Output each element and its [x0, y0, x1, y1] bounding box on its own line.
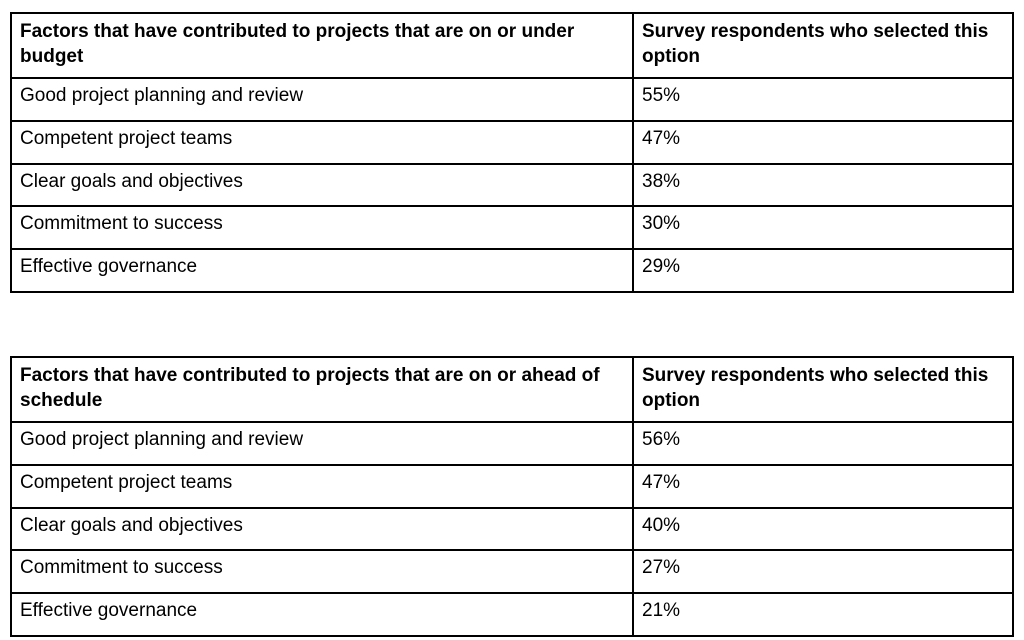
table-row: Commitment to success 30% [10, 205, 1014, 251]
value-cell: 21% [632, 592, 1014, 637]
factor-cell: Good project planning and review [10, 77, 634, 122]
factor-column-header: Factors that have contributed to project… [10, 355, 634, 424]
value-cell: 40% [632, 506, 1014, 552]
table-row: Effective governance 29% [10, 248, 1014, 293]
table-row: Clear goals and objectives 40% [10, 506, 1014, 552]
table-row: Competent project teams 47% [10, 463, 1014, 509]
factor-cell: Commitment to success [10, 549, 634, 595]
value-cell: 27% [632, 549, 1014, 595]
table-row: Clear goals and objectives 38% [10, 162, 1014, 208]
factor-cell: Effective governance [10, 592, 634, 637]
value-cell: 56% [632, 421, 1014, 466]
factor-cell: Competent project teams [10, 463, 634, 509]
value-column-header: Survey respondents who selected this opt… [632, 11, 1014, 80]
schedule-factors-table: Factors that have contributed to project… [10, 355, 1014, 637]
table-row: Competent project teams 47% [10, 119, 1014, 165]
factor-cell: Effective governance [10, 248, 634, 293]
table-header-row: Factors that have contributed to project… [10, 11, 1014, 80]
factor-cell: Commitment to success [10, 205, 634, 251]
value-cell: 38% [632, 162, 1014, 208]
table-row: Good project planning and review 55% [10, 77, 1014, 122]
factor-cell: Competent project teams [10, 119, 634, 165]
factor-cell: Clear goals and objectives [10, 162, 634, 208]
table-row: Commitment to success 27% [10, 549, 1014, 595]
table-row: Good project planning and review 56% [10, 421, 1014, 466]
value-column-header: Survey respondents who selected this opt… [632, 355, 1014, 424]
value-cell: 55% [632, 77, 1014, 122]
table-row: Effective governance 21% [10, 592, 1014, 637]
factor-cell: Good project planning and review [10, 421, 634, 466]
table-header-row: Factors that have contributed to project… [10, 355, 1014, 424]
budget-factors-table: Factors that have contributed to project… [10, 11, 1014, 293]
value-cell: 30% [632, 205, 1014, 251]
factor-cell: Clear goals and objectives [10, 506, 634, 552]
value-cell: 47% [632, 463, 1014, 509]
value-cell: 29% [632, 248, 1014, 293]
value-cell: 47% [632, 119, 1014, 165]
factor-column-header: Factors that have contributed to project… [10, 11, 634, 80]
